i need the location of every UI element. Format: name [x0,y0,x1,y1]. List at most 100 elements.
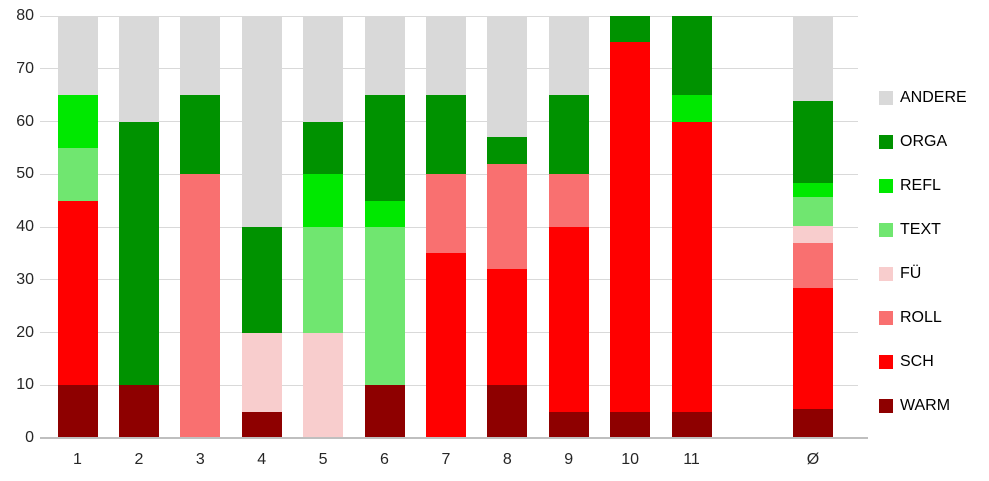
x-axis-tick-label: 4 [257,451,267,468]
x-axis-tick-label: 10 [621,451,639,468]
bar-segment-ROLL [548,174,589,227]
bar-segment-WARM [57,385,98,438]
bar-segment-ORGA [548,95,589,175]
y-axis-tick-label: 10 [16,376,34,394]
bar-segment-ORGA [425,95,466,175]
y-axis-tick-label: 40 [16,218,34,235]
bar-column-9 [548,16,589,438]
bar-segment-ROLL [425,174,466,254]
bar-segment-ROLL [487,163,528,270]
bar-segment-ORGA [241,227,282,333]
legend-label: ANDERE [900,89,967,106]
x-axis-tick-label: 2 [134,451,144,468]
y-axis-tick-label: 60 [16,112,34,130]
bar-segment-WARM [241,411,282,438]
bar-segment-WARM [793,409,833,438]
bar-column-Ø [793,16,833,438]
x-axis-tick-label: 1 [73,451,82,468]
x-axis-tick-label: 3 [195,451,205,468]
legend-label: REFL [900,177,941,194]
legend-swatch-icon [879,91,893,105]
bar-segment-REFL [364,200,405,227]
bar-segment-ROLL [180,174,221,438]
bar-column-5 [303,16,344,438]
bar-segment-ANDERE [364,16,405,96]
y-axis-tick-label: 80 [16,7,34,24]
bar-segment-SCH [671,121,712,412]
x-axis-tick-label: 5 [318,451,328,468]
bar-segment-ORGA [487,137,528,164]
legend-item-WARM: WARM [879,397,967,415]
bar-segment-ORGA [180,95,221,175]
legend-swatch-icon [879,399,893,413]
x-axis-tick-label: 11 [683,451,700,468]
x-axis-tick-label: 6 [380,451,389,468]
legend-item-FÜ: FÜ [879,265,967,283]
x-axis-tick-label: 9 [564,451,574,468]
bar-segment-WARM [548,411,589,438]
legend-label: ORGA [900,133,948,150]
bar-segment-SCH [793,288,833,409]
x-axis-tick-label: 8 [502,451,512,468]
bar-segment-WARM [610,411,651,438]
y-axis-tick-label: 20 [16,323,34,341]
legend-label: ROLL [900,309,942,326]
bar-segment-ANDERE [303,16,344,122]
bar-segment-REFL [303,174,344,227]
bar-segment-SCH [57,200,98,386]
legend-swatch-icon [879,267,893,281]
legend-swatch-icon [879,355,893,369]
bar-segment-ORGA [118,121,159,386]
bar-segment-FÜ [241,332,282,412]
bar-segment-WARM [364,385,405,438]
bar-segment-SCH [548,227,589,412]
legend-item-ORGA: ORGA [879,133,967,151]
bar-segment-ANDERE [487,16,528,138]
legend-label: FÜ [900,265,922,282]
bar-segment-TEXT [793,196,833,226]
bar-segment-ROLL [793,242,833,289]
bar-segment-WARM [118,385,159,438]
bar-column-6 [364,16,405,438]
bar-segment-ORGA [303,121,344,175]
bar-segment-ANDERE [425,16,466,96]
legend-label: SCH [900,353,934,370]
bar-segment-WARM [671,411,712,438]
bar-segment-ORGA [610,16,651,43]
bar-segment-FÜ [303,332,344,438]
bar-segment-ANDERE [548,16,589,96]
legend-swatch-icon [879,223,893,237]
bar-segment-SCH [487,269,528,386]
bar-column-4 [241,16,282,438]
legend-swatch-icon [879,135,893,149]
bar-segment-ORGA [671,16,712,96]
x-axis-tick-label: 7 [441,451,451,468]
legend-item-ANDERE: ANDERE [879,89,967,107]
bar-segment-ANDERE [57,16,98,96]
y-axis-tick-label: 50 [16,165,34,183]
bar-segment-WARM [487,385,528,438]
bar-segment-REFL [671,95,712,122]
bar-column-1 [57,16,98,438]
bar-segment-ORGA [364,95,405,201]
legend-swatch-icon [879,311,893,325]
bar-segment-ANDERE [180,16,221,96]
y-axis-tick-label: 0 [25,429,34,446]
bar-segment-ANDERE [793,16,833,101]
bar-column-8 [487,16,528,438]
bar-segment-ANDERE [241,16,282,227]
bar-segment-REFL [57,95,98,148]
bar-segment-ORGA [793,100,833,183]
bar-column-2 [118,16,159,438]
bar-segment-TEXT [303,227,344,333]
legend-item-ROLL: ROLL [879,309,967,327]
bar-segment-TEXT [57,147,98,201]
bar-column-7 [425,16,466,438]
bar-segment-TEXT [364,227,405,386]
bar-column-11 [671,16,712,438]
x-axis-tick-label: Ø [806,451,820,468]
bar-segment-FÜ [793,225,833,243]
bar-segment-ANDERE [118,16,159,122]
y-axis-tick-label: 70 [16,59,34,77]
